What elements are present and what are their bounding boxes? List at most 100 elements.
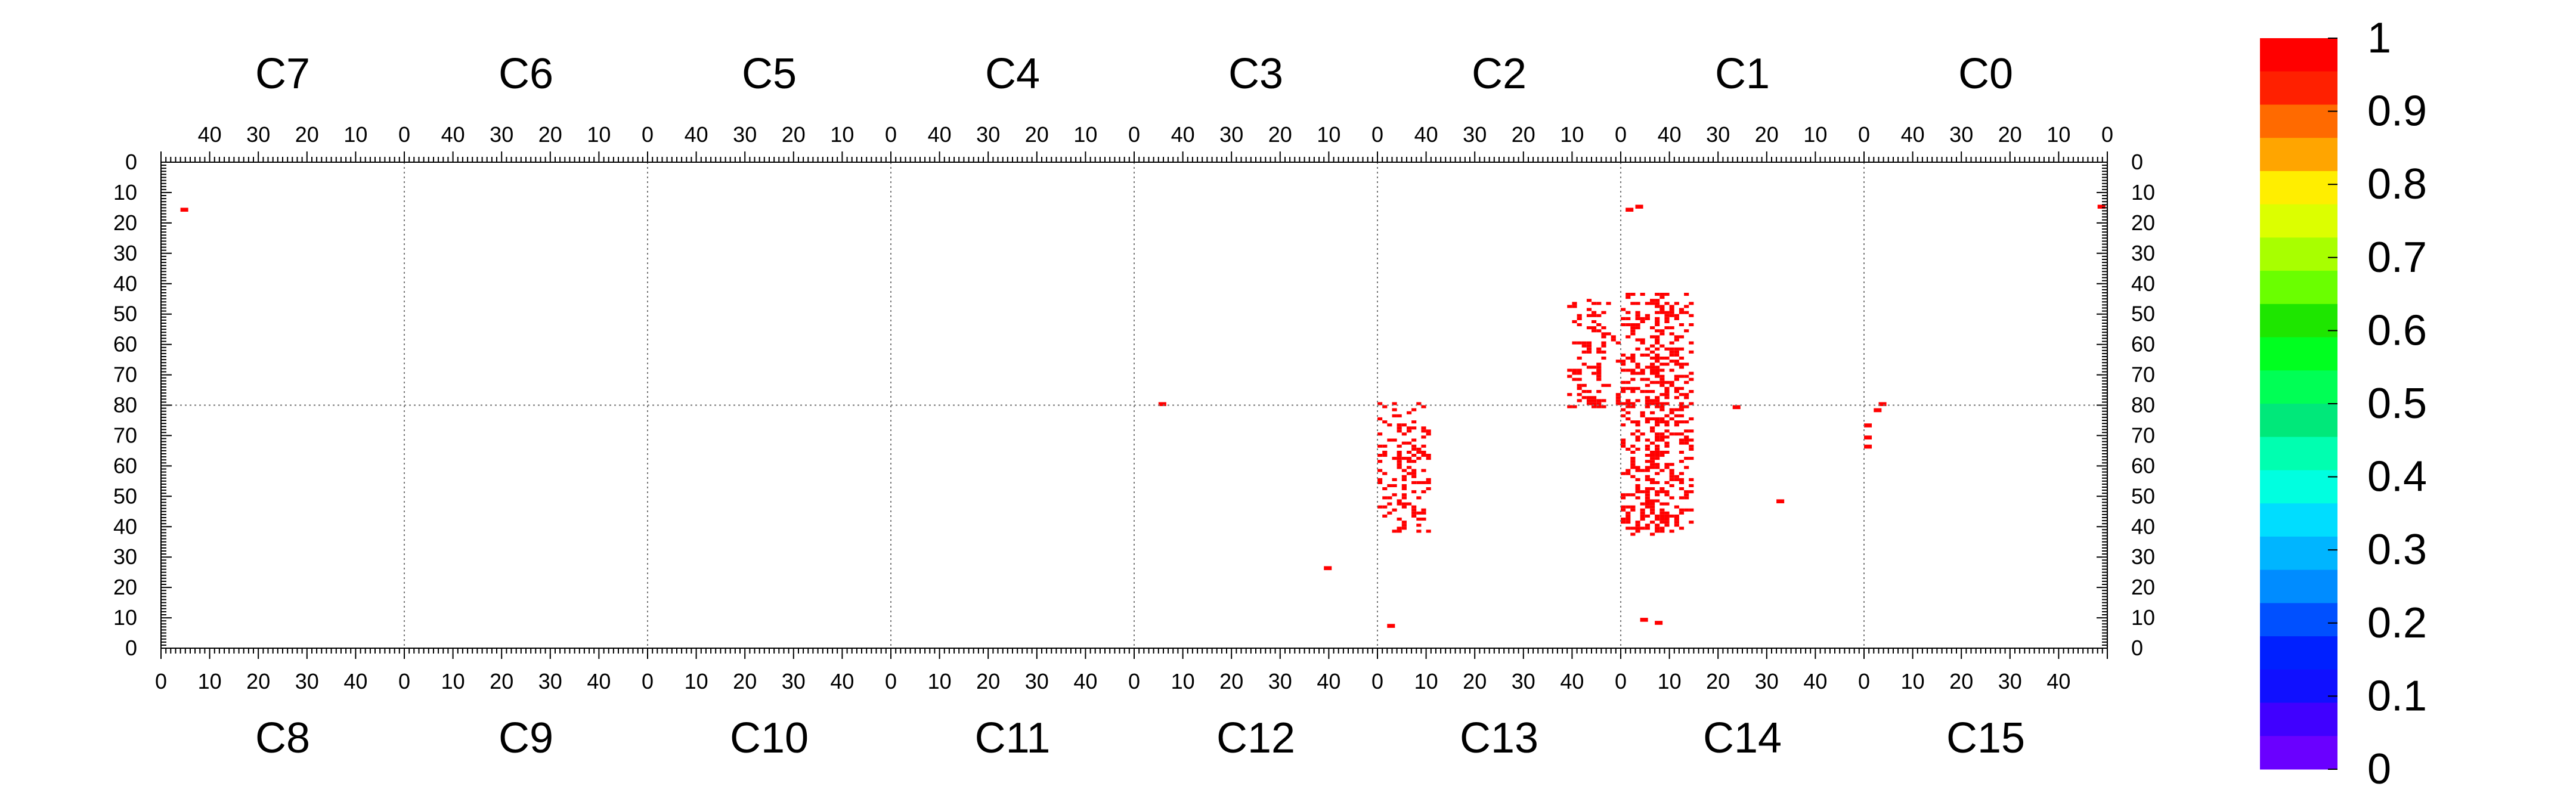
- colorbar-segment: [2260, 536, 2337, 571]
- hit-pixel: [1581, 383, 1587, 387]
- hit-pixel: [1592, 326, 1597, 330]
- hit-pixel: [1421, 481, 1426, 484]
- top-x-tick-label: 10: [1560, 122, 1584, 147]
- hit-pixel: [1377, 444, 1383, 448]
- hit-pixel: [1426, 478, 1431, 481]
- hit-pixel: [1655, 353, 1660, 357]
- hit-pixel: [1645, 490, 1650, 494]
- chip-label-c9: C9: [499, 714, 553, 762]
- right-y-tick-label: 60: [2131, 453, 2155, 478]
- hit-pixel: [1664, 521, 1670, 524]
- hit-pixel: [1645, 460, 1650, 463]
- top-x-tick-label: 0: [642, 122, 654, 147]
- hit-pixel: [1650, 350, 1655, 354]
- left-y-tick-label: 30: [113, 544, 137, 569]
- hit-pixel: [1577, 314, 1582, 317]
- hit-pixel: [1640, 353, 1645, 357]
- colorbar-tick-label: 0.3: [2367, 526, 2427, 574]
- top-x-tick-label: 40: [928, 122, 952, 147]
- right-y-tick-label: 50: [2131, 302, 2155, 326]
- hit-pixel: [180, 208, 188, 212]
- hit-pixel: [1659, 393, 1665, 397]
- hit-pixel: [1615, 402, 1621, 405]
- hit-pixel: [1626, 293, 1631, 296]
- hit-pixel: [1407, 457, 1412, 460]
- hit-pixel: [1684, 374, 1689, 378]
- bottom-x-tick-label: 0: [885, 669, 897, 693]
- hit-pixel: [1416, 518, 1422, 521]
- hit-pixel: [1416, 496, 1422, 500]
- hit-pixel: [1674, 335, 1679, 339]
- hit-pixel: [1416, 481, 1422, 484]
- hit-pixel: [1621, 518, 1626, 521]
- hit-pixel: [1397, 499, 1402, 503]
- hit-pixel: [1611, 338, 1616, 342]
- hit-pixel: [1596, 402, 1602, 405]
- hit-pixel: [1645, 347, 1650, 351]
- hit-pixel: [1669, 305, 1674, 308]
- hit-pixel: [1407, 429, 1412, 433]
- left-y-tick-label: 20: [113, 575, 137, 599]
- colorbar-segment: [2260, 470, 2337, 504]
- hit-pixel: [1689, 490, 1694, 494]
- hit-pixel: [1401, 469, 1407, 472]
- hit-pixel: [1878, 402, 1887, 407]
- bottom-x-tick-label: 40: [1317, 669, 1340, 693]
- hit-pixel: [1669, 326, 1674, 330]
- hit-pixel: [1397, 460, 1402, 463]
- hit-pixel: [1669, 478, 1674, 481]
- top-x-tick-label: 20: [1998, 122, 2022, 147]
- hit-pixel: [1397, 527, 1402, 530]
- hit-pixel: [1679, 487, 1685, 491]
- hit-pixel: [1626, 335, 1631, 339]
- hit-pixel: [1411, 460, 1417, 463]
- hit-pixel: [1664, 502, 1670, 506]
- hit-pixel: [1596, 366, 1602, 369]
- right-y-tick-label: 0: [2131, 636, 2143, 660]
- chip-label-c4: C4: [985, 50, 1040, 98]
- hit-pixel: [1621, 408, 1626, 411]
- hit-pixel: [1630, 402, 1636, 405]
- hit-pixel: [1621, 380, 1626, 384]
- hit-pixel: [1659, 305, 1665, 308]
- bottom-x-tick-label: 40: [343, 669, 367, 693]
- hit-pixel: [1407, 450, 1412, 454]
- hit-pixel: [1392, 493, 1397, 497]
- hit-pixel: [1640, 293, 1645, 296]
- bottom-x-tick-label: 30: [1998, 669, 2022, 693]
- hit-pixel: [1416, 457, 1422, 460]
- hit-pixel: [1621, 472, 1626, 475]
- hit-pixel: [1621, 508, 1626, 512]
- hit-pixel: [1645, 444, 1650, 448]
- hit-pixel: [1645, 454, 1650, 457]
- hit-pixel: [1592, 302, 1597, 305]
- hit-pixel: [1655, 357, 1660, 360]
- hit-pixel: [1581, 350, 1587, 354]
- hit-pixel: [1684, 396, 1689, 400]
- hit-pixel: [1640, 317, 1645, 320]
- hit-pixel: [1684, 420, 1689, 424]
- hit-pixel: [1640, 518, 1645, 521]
- hit-pixel: [1659, 311, 1665, 314]
- hit-pixel: [1650, 499, 1655, 503]
- hit-pixel: [1659, 383, 1665, 387]
- chip-label-c1: C1: [1715, 50, 1770, 98]
- hit-pixel: [1426, 457, 1431, 460]
- hit-pixel: [1635, 311, 1640, 314]
- hit-pixel: [1655, 338, 1660, 342]
- bottom-x-tick-label: 40: [1560, 669, 1584, 693]
- hit-pixel: [1567, 405, 1572, 408]
- hit-pixel: [1586, 402, 1592, 405]
- hit-pixel: [1626, 317, 1631, 320]
- hit-pixel: [1645, 514, 1650, 518]
- hit-pixel: [1567, 369, 1572, 372]
- hit-pixel: [1679, 335, 1685, 339]
- hit-pixel: [1655, 524, 1660, 527]
- hit-pixel: [1572, 305, 1577, 308]
- hit-pixel: [1411, 490, 1417, 494]
- hit-pixel: [1684, 293, 1689, 296]
- hit-pixel: [1659, 521, 1665, 524]
- colorbar-segment: [2260, 436, 2337, 470]
- top-x-tick-label: 10: [2046, 122, 2070, 147]
- colorbar-segment: [2260, 71, 2337, 105]
